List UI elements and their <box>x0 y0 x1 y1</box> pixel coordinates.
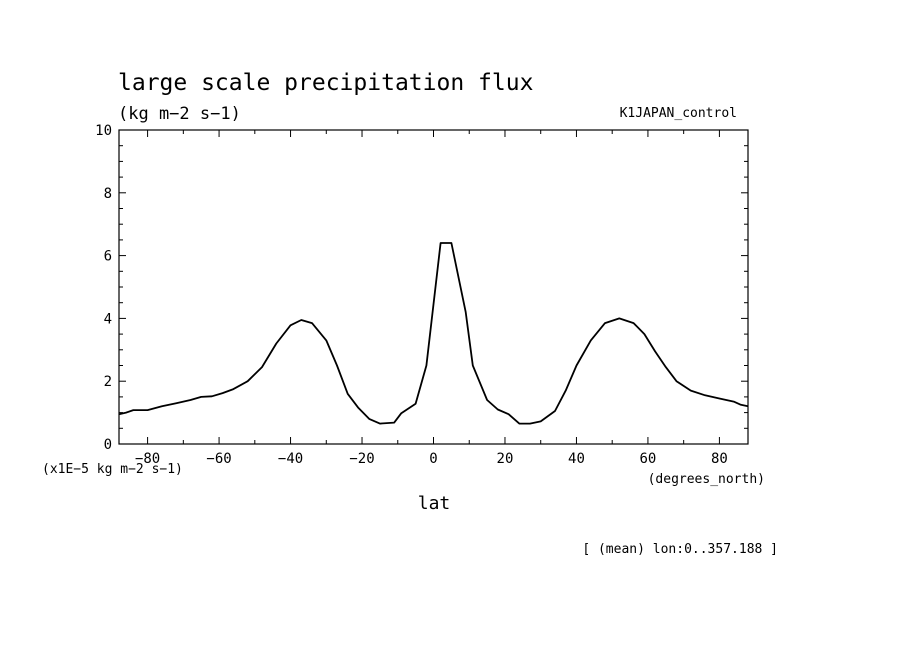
x-tick-labels: −80 −60 −40 −20 0 20 40 60 80 <box>135 451 728 467</box>
chart-title: large scale precipitation flux <box>118 70 533 96</box>
y-tick-label: 4 <box>104 311 112 327</box>
x-tick-label: −20 <box>349 451 374 467</box>
y-tick-label: 10 <box>95 123 112 139</box>
x-tick-label: −40 <box>278 451 303 467</box>
series-line-precip-flux <box>118 242 749 425</box>
footer-label: [ (mean) lon:0..357.188 ] <box>582 542 778 557</box>
x-tick-label: −80 <box>135 451 160 467</box>
x-axis-label: lat <box>418 493 451 514</box>
y-tick-label: 0 <box>104 437 112 453</box>
x-tick-label: −60 <box>206 451 231 467</box>
ticks-layer <box>119 129 748 445</box>
y-tick-label: 6 <box>104 249 112 265</box>
y-tick-label: 8 <box>104 186 112 202</box>
y-scale-label: (x1E−5 kg m−2 s−1) <box>42 462 183 477</box>
y-tick-labels: 0 2 4 6 8 10 <box>95 123 112 453</box>
y-tick-label: 2 <box>104 374 112 390</box>
x-tick-label: 0 <box>429 451 437 467</box>
chart-subtitle: (kg m−2 s−1) <box>118 104 241 124</box>
x-tick-label: 40 <box>568 451 585 467</box>
dataset-label: K1JAPAN_control <box>620 106 737 121</box>
x-tick-label: 60 <box>640 451 657 467</box>
x-units-label: (degrees_north) <box>648 472 765 487</box>
x-tick-label: 20 <box>497 451 514 467</box>
x-tick-label: 80 <box>711 451 728 467</box>
